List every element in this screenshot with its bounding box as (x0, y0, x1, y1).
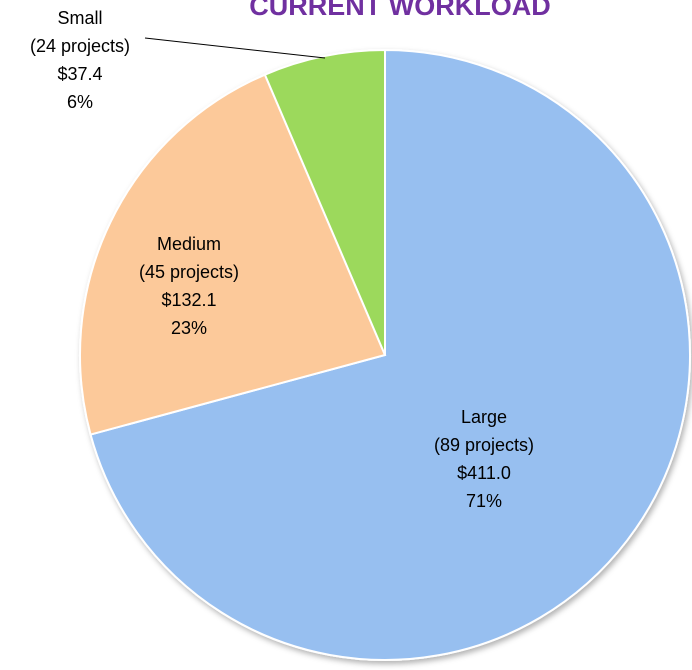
category-label: Large (461, 407, 507, 427)
value-label: $37.4 (57, 64, 102, 84)
percent-label: 23% (171, 318, 207, 338)
project-label: (24 projects) (30, 36, 130, 56)
leader-line (144, 37, 326, 59)
slice-label: Medium (45 projects) $132.1 23% (139, 234, 239, 338)
pie-slice (89, 48, 691, 661)
slice-label: Small (24 projects) $37.4 6% (30, 8, 130, 112)
pie-slice (263, 48, 386, 356)
percent-label: 6% (67, 92, 93, 112)
project-label: (89 projects) (434, 435, 534, 455)
value-label: $411.0 (457, 463, 511, 483)
value-label: $132.1 (161, 290, 216, 310)
pie-slice (79, 73, 387, 436)
percent-label: 71% (466, 491, 502, 511)
chart-title: CURRENT WORKLOAD (249, 0, 550, 21)
category-label: Medium (157, 234, 221, 254)
pie (79, 48, 691, 661)
project-label: (45 projects) (139, 262, 239, 282)
slice-label: Large (89 projects) $411.0 71% (434, 407, 534, 511)
category-label: Small (57, 8, 102, 28)
